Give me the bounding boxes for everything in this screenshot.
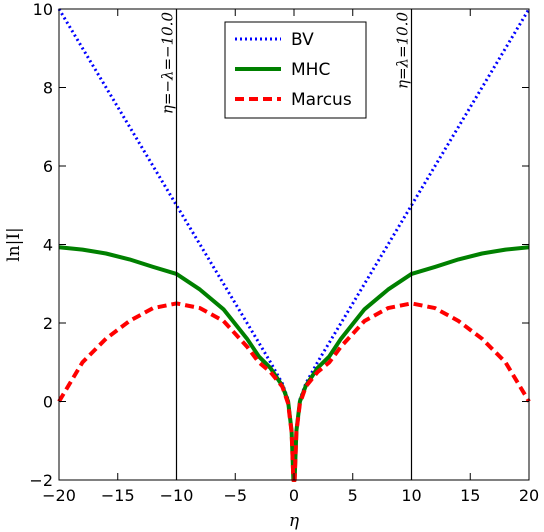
x-tick-label: −20 <box>42 486 76 505</box>
x-axis-label: η <box>289 511 300 531</box>
reference-line-label-1: η=−λ=−10.0 <box>159 12 177 115</box>
x-tick-label: 10 <box>401 486 421 505</box>
legend-label-marcus: Marcus <box>291 90 352 110</box>
y-tick-label: 2 <box>43 314 53 333</box>
y-tick-label: 0 <box>43 393 53 412</box>
legend-label-mhc: MHC <box>291 60 330 80</box>
y-tick-label: 6 <box>43 157 53 176</box>
series-line-marcus <box>57 301 531 482</box>
x-tick-label: 20 <box>519 486 539 505</box>
x-tick-label: 0 <box>289 486 299 505</box>
x-tick-label: −15 <box>101 486 135 505</box>
legend-label-bv: BV <box>291 30 314 50</box>
y-tick-label: 10 <box>33 0 53 19</box>
legend: BV MHC Marcus <box>224 21 367 119</box>
reference-line-label-2: η=λ=10.0 <box>394 12 412 89</box>
x-tick-label: 5 <box>348 486 358 505</box>
y-axis-label: ln|I| <box>4 227 24 262</box>
y-tick-label: −2 <box>29 471 53 490</box>
y-tick-label: 4 <box>43 236 53 255</box>
x-tick-label: 15 <box>460 486 480 505</box>
series-line-bv <box>57 8 531 482</box>
reference-lines: η=−λ=−10.0 η=λ=10.0 <box>159 9 413 480</box>
y-tick-label: 8 <box>43 79 53 98</box>
x-tick-label: −10 <box>160 486 194 505</box>
x-tick-label: −5 <box>223 486 247 505</box>
